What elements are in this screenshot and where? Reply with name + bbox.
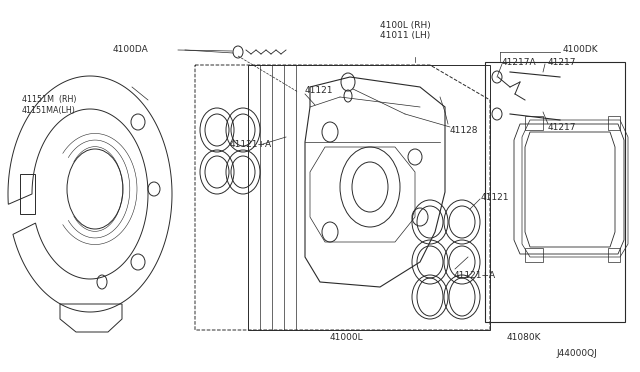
Text: 4100DK: 4100DK xyxy=(563,45,598,54)
Text: 41011 (LH): 41011 (LH) xyxy=(380,31,430,39)
Text: 41080K: 41080K xyxy=(507,333,541,341)
Bar xyxy=(608,248,620,262)
Text: 4100DA: 4100DA xyxy=(113,45,148,54)
Text: 41121+A: 41121+A xyxy=(454,272,496,280)
Text: 41121: 41121 xyxy=(481,192,509,202)
Bar xyxy=(608,116,620,130)
Text: 41151M  (RH): 41151M (RH) xyxy=(22,94,77,103)
Bar xyxy=(525,116,543,130)
Text: 41217: 41217 xyxy=(548,58,577,67)
Text: J44000QJ: J44000QJ xyxy=(556,350,596,359)
Text: 4100L (RH): 4100L (RH) xyxy=(380,20,431,29)
Text: 41128: 41128 xyxy=(450,125,479,135)
Text: 41217: 41217 xyxy=(548,122,577,131)
Text: 41217A: 41217A xyxy=(502,58,536,67)
Text: 41121+A: 41121+A xyxy=(230,140,272,148)
Bar xyxy=(485,62,625,322)
Bar xyxy=(248,65,490,330)
Text: 41000L: 41000L xyxy=(330,333,364,341)
Text: 41121: 41121 xyxy=(305,86,333,94)
Text: 41151MA(LH): 41151MA(LH) xyxy=(22,106,76,115)
Bar xyxy=(525,248,543,262)
